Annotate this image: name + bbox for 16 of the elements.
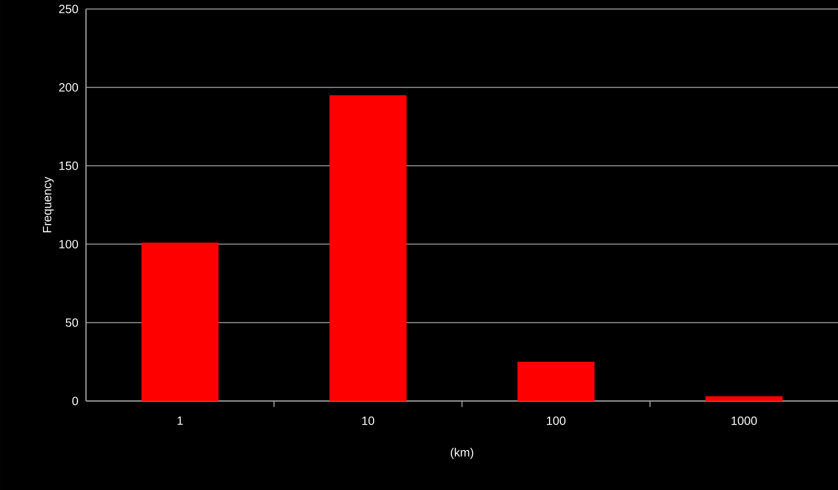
x-axis-title: (km) [450,448,474,459]
x-tick-label: 1 [178,416,183,425]
bar [705,396,783,401]
bar [141,242,219,401]
y-tick-label: 250 [59,4,78,14]
x-tick-label: 10 [362,416,374,425]
y-tick-label: 100 [59,240,78,248]
bar [329,95,407,401]
y-tick-label: 200 [59,83,78,92]
y-axis-title: Frequency [43,176,54,232]
bar [517,362,595,401]
x-tick-label: 100 [546,416,566,425]
y-tick-label: 150 [59,162,78,170]
x-tick-label: 1000 [732,416,757,425]
y-tick-label: 0 [72,396,78,406]
y-tick-label: 50 [66,318,78,327]
